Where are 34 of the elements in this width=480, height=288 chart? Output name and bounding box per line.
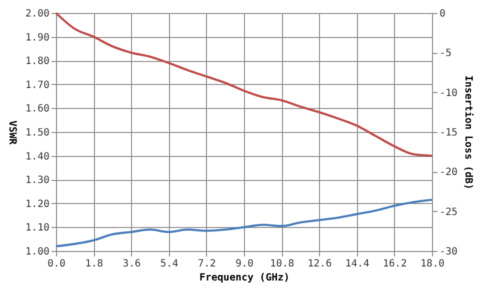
y-tick-label: 1.80: [25, 56, 50, 68]
x-tick-label: 5.4: [160, 258, 178, 270]
y2-tick-label: -20: [440, 167, 458, 178]
y-tick-label: 1.30: [25, 175, 50, 186]
x-tick-label: 16.2: [382, 258, 407, 270]
x-tick-label: 3.6: [122, 258, 141, 270]
y-tick-label: 1.40: [25, 151, 50, 162]
x-tick-label: 12.6: [308, 258, 332, 270]
y2-tick-label: -15: [440, 128, 458, 138]
x-tick-label: 9.0: [235, 258, 254, 270]
y-tick-label: 1.70: [25, 80, 50, 91]
y2-tick-label: -30: [440, 246, 458, 258]
y2-tick-label: -10: [440, 88, 458, 99]
y2-axis-title: Insertion Loss (dB): [462, 75, 475, 190]
x-tick-label: 7.2: [198, 258, 216, 270]
line-series: [54, 198, 434, 248]
line-series: [54, 12, 434, 157]
x-axis-title: Frequency (GHz): [199, 272, 290, 284]
y-tick-label: 1.90: [25, 32, 50, 44]
y-tick-label: 1.10: [25, 222, 50, 234]
y2-tick-label: -25: [440, 206, 458, 218]
x-tick-label: 1.8: [85, 258, 104, 270]
x-tick-label: 14.4: [345, 258, 370, 270]
y2-tick-label: 0: [440, 8, 446, 20]
x-tick-label: 18.0: [420, 258, 445, 270]
y-tick-label: 1.50: [25, 128, 50, 138]
y-axis-title: VSWR: [6, 120, 18, 146]
y2-tick-label: -5: [440, 48, 452, 60]
y-tick-label: 1.20: [25, 198, 50, 210]
y-tick-label: 1.00: [25, 246, 50, 258]
x-tick-label: 0.0: [47, 258, 66, 270]
y-tick-label: 2.00: [25, 8, 50, 20]
y-tick-label: 1.60: [25, 104, 50, 115]
x-tick-label: 10.8: [270, 258, 294, 270]
